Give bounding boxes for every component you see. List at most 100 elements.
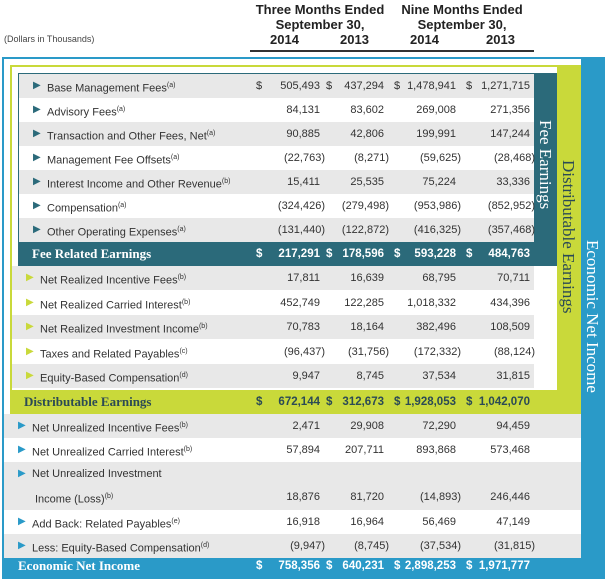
table-row: ▶ Compensation(a) (324,426) (279,498) (953,9… (19, 194, 535, 218)
bullet-triangle-icon: ▶ (33, 152, 41, 163)
value-cell: 8,745 (356, 370, 384, 382)
bullet-triangle-icon: ▶ (26, 321, 34, 332)
row-label: Transaction and Other Fees, Net (47, 130, 207, 143)
period-label: September 30, (275, 17, 365, 32)
units-label: (Dollars in Thousands) (4, 34, 95, 44)
value-cell: (14,893) (420, 491, 461, 503)
bullet-triangle-icon: ▶ (33, 104, 41, 115)
value-cell: (279,498) (341, 200, 389, 212)
value-cell: 2,471 (292, 420, 320, 432)
value-cell: 269,008 (416, 104, 456, 116)
currency-symbol: $ (256, 80, 263, 92)
currency-symbol: $ (394, 560, 401, 572)
row-label: Base Management Fees (47, 82, 167, 95)
currency-symbol: $ (256, 248, 263, 260)
footnote-ref: (d) (179, 372, 188, 379)
value-cell: (9,947) (290, 540, 325, 552)
value-cell: 56,469 (422, 516, 456, 528)
value-cell: 1,018,332 (407, 296, 456, 309)
value-cell: 199,991 (416, 128, 456, 140)
bullet-triangle-icon: ▶ (18, 420, 26, 431)
value-cell: 437,294 (344, 80, 384, 92)
currency-symbol: $ (466, 80, 473, 92)
value-cell: 18,164 (350, 321, 384, 333)
value-cell: 75,224 (422, 176, 456, 188)
footnote-ref: (a) (116, 106, 126, 113)
currency-symbol: $ (256, 396, 263, 408)
table-row: ▶ Interest Income and Other Revenue(b) 15,… (19, 170, 534, 194)
row-label: Other Operating Expenses (47, 226, 178, 239)
currency-symbol: $ (326, 560, 333, 572)
value-cell: 94,459 (496, 420, 530, 432)
value-cell: 16,918 (286, 516, 320, 528)
footnote-ref: (b) (181, 298, 191, 306)
value-cell: 16,639 (350, 272, 384, 284)
value-cell: 83,602 (350, 104, 384, 116)
footnote-ref: (e) (171, 518, 180, 525)
table-row: ▶ Other Operating Expenses(a) (131,440) (12… (19, 218, 535, 242)
value-cell: (88,124) (494, 345, 535, 358)
header-nine-months: Nine Months Ended September 30, (392, 2, 532, 32)
value-cell: 452,749 (280, 296, 320, 309)
value-cell: 42,806 (350, 128, 384, 140)
value-cell: (8,271) (354, 152, 389, 164)
value-cell: (37,534) (420, 540, 461, 552)
value-cell: 672,144 (278, 396, 320, 408)
footnote-ref: (b) (183, 446, 193, 453)
value-cell: 640,231 (342, 560, 384, 572)
row-label: Net Realized Incentive Fees (40, 274, 178, 287)
value-cell: 758,356 (278, 560, 320, 572)
row-label: Distributable Earnings (24, 394, 152, 409)
value-cell: 217,291 (278, 248, 320, 260)
value-cell: (852,952) (487, 200, 535, 212)
currency-symbol: $ (466, 560, 473, 572)
table-row: ▶ Net Unrealized Investment Income (Loss)(… (4, 462, 581, 510)
value-cell: 1,478,941 (407, 80, 456, 92)
value-cell: (357,468) (487, 224, 535, 236)
currency-symbol: $ (394, 80, 401, 92)
value-cell: 47,149 (496, 516, 530, 528)
row-label: Advisory Fees (47, 106, 117, 119)
row-label: Fee Related Earnings (32, 246, 152, 261)
value-cell: 70,783 (286, 321, 320, 333)
value-cell: 1,971,777 (478, 560, 530, 572)
value-cell: 57,894 (286, 444, 320, 456)
table-row: ▶ Taxes and Related Payables(c) (96,437) (3… (12, 339, 535, 364)
value-cell: (28,468) (494, 152, 535, 164)
distributable-earnings-side-label: Distributable Earnings (559, 160, 578, 314)
bullet-triangle-icon: ▶ (26, 296, 34, 308)
value-cell: 108,509 (490, 321, 530, 333)
value-cell: (31,756) (348, 345, 389, 358)
bullet-triangle-icon: ▶ (26, 272, 34, 283)
row-label: Net Unrealized Carried Interest (32, 446, 184, 459)
currency-symbol: $ (394, 248, 401, 260)
value-cell: 1,271,715 (481, 80, 530, 92)
value-cell: 271,356 (490, 104, 530, 116)
row-label: Economic Net Income (18, 558, 141, 573)
bullet-triangle-icon: ▶ (26, 345, 34, 357)
currency-symbol: $ (394, 396, 401, 408)
table-row: ▶ Net Unrealized Carried Interest(b) 57,89… (4, 438, 581, 462)
value-cell: 25,535 (350, 176, 384, 188)
currency-symbol: $ (326, 80, 333, 92)
bullet-triangle-icon: ▶ (18, 516, 26, 527)
row-label: Equity-Based Compensation (40, 372, 180, 385)
table-row: ▶ Net Realized Carried Interest(b) 452,749… (12, 290, 534, 315)
bullet-triangle-icon: ▶ (18, 444, 26, 455)
value-cell: 147,244 (490, 128, 530, 140)
footnote-ref: (b) (221, 178, 231, 185)
value-cell: 9,947 (292, 370, 320, 382)
bullet-triangle-icon: ▶ (33, 200, 41, 211)
value-cell: 15,411 (287, 176, 320, 188)
value-cell: 18,876 (286, 491, 320, 503)
value-cell: 178,596 (342, 248, 384, 260)
value-cell: 2,898,253 (404, 560, 456, 572)
value-cell: 84,131 (286, 104, 320, 116)
row-label: Net Realized Investment Income (40, 323, 199, 336)
bullet-triangle-icon: ▶ (33, 224, 41, 235)
bullet-triangle-icon: ▶ (26, 370, 34, 381)
bullet-triangle-icon: ▶ (18, 468, 26, 479)
total-row: Economic Net Income 758,356 $640,231 $2,898… (4, 554, 581, 578)
footnote-ref: (b) (179, 422, 188, 429)
row-label: Add Back: Related Payables (32, 518, 172, 531)
